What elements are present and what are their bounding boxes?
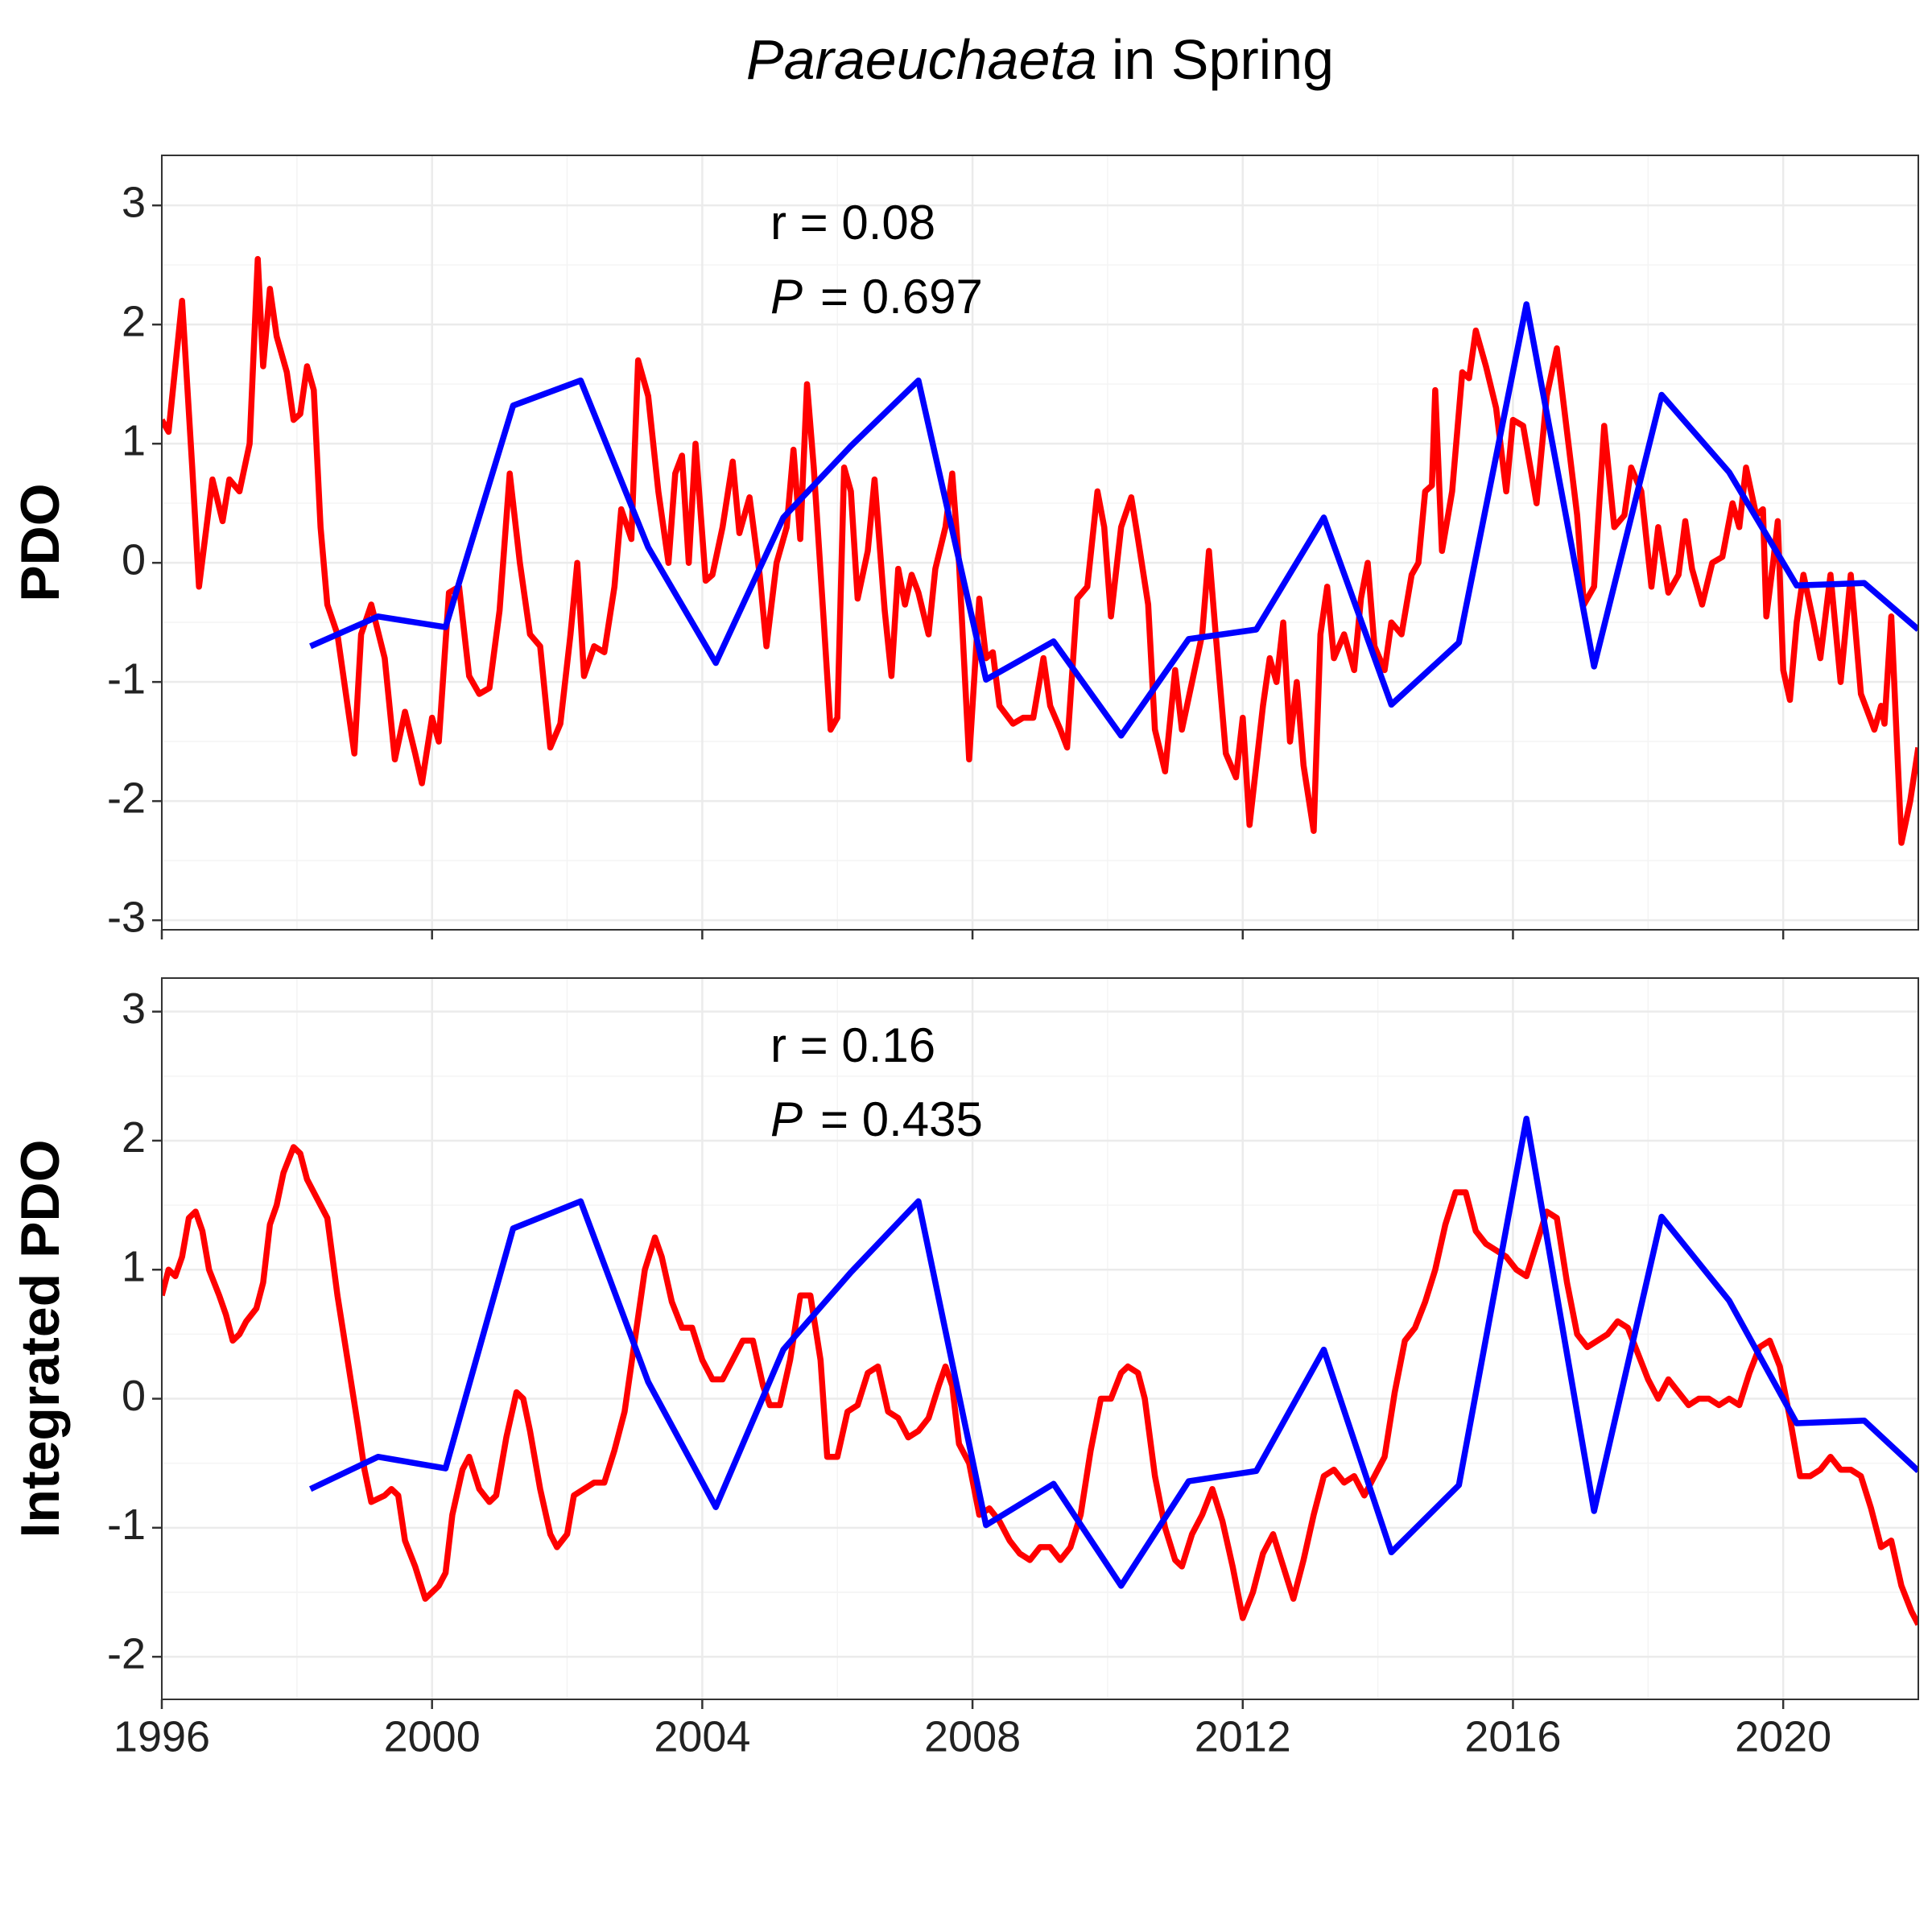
annotation-italic: P — [770, 270, 803, 324]
y-tick-label: 2 — [122, 1113, 146, 1162]
annotation: r = 0.08 — [770, 196, 935, 250]
y-tick-label: 2 — [122, 297, 146, 345]
series-line — [162, 1144, 1918, 1626]
annotation-italic: P — [770, 1092, 803, 1146]
series-line — [308, 1115, 1918, 1589]
x-tick-label: 2004 — [654, 1712, 750, 1761]
y-tick-label: -2 — [107, 1629, 146, 1678]
y-tick-label: 3 — [122, 985, 146, 1033]
y-tick-label: -3 — [107, 893, 146, 941]
y-tick-label: 0 — [122, 1372, 146, 1420]
x-tick-label: 2012 — [1195, 1712, 1291, 1761]
annotation-text: = 0.435 — [820, 1092, 983, 1146]
x-tick-label: 2008 — [924, 1712, 1021, 1761]
panel-border — [161, 977, 1919, 1700]
x-tick-label: 1996 — [114, 1712, 210, 1761]
y-axis-label: PDO — [10, 483, 71, 601]
y-tick-label: 1 — [122, 1243, 146, 1291]
y-tick-label: 0 — [122, 535, 146, 584]
y-tick-label: -1 — [107, 654, 146, 703]
annotation-text: r = 0.08 — [770, 196, 935, 250]
annotation-text: = 0.697 — [820, 270, 983, 324]
y-axis-label: Integrated PDO — [10, 1140, 71, 1538]
y-tick-label: 1 — [122, 416, 146, 464]
annotation: P = 0.697 — [770, 270, 983, 324]
panel-border — [161, 155, 1919, 931]
x-tick-label: 2000 — [384, 1712, 481, 1761]
annotation: r = 0.16 — [770, 1018, 935, 1072]
annotation-text: r = 0.16 — [770, 1018, 935, 1072]
y-tick-label: -1 — [107, 1501, 146, 1549]
y-tick-label: -2 — [107, 774, 146, 822]
x-tick-label: 2016 — [1464, 1712, 1561, 1761]
chart-title: Paraeuchaeta in Spring — [746, 28, 1334, 91]
series-line — [309, 301, 1918, 739]
title-italic: Paraeuchaeta — [746, 28, 1097, 91]
series-line — [162, 256, 1918, 846]
title-text: in Spring — [1112, 28, 1334, 91]
x-tick-label: 2020 — [1735, 1712, 1831, 1761]
y-tick-label: 3 — [122, 178, 146, 226]
annotation: P = 0.435 — [770, 1092, 983, 1146]
